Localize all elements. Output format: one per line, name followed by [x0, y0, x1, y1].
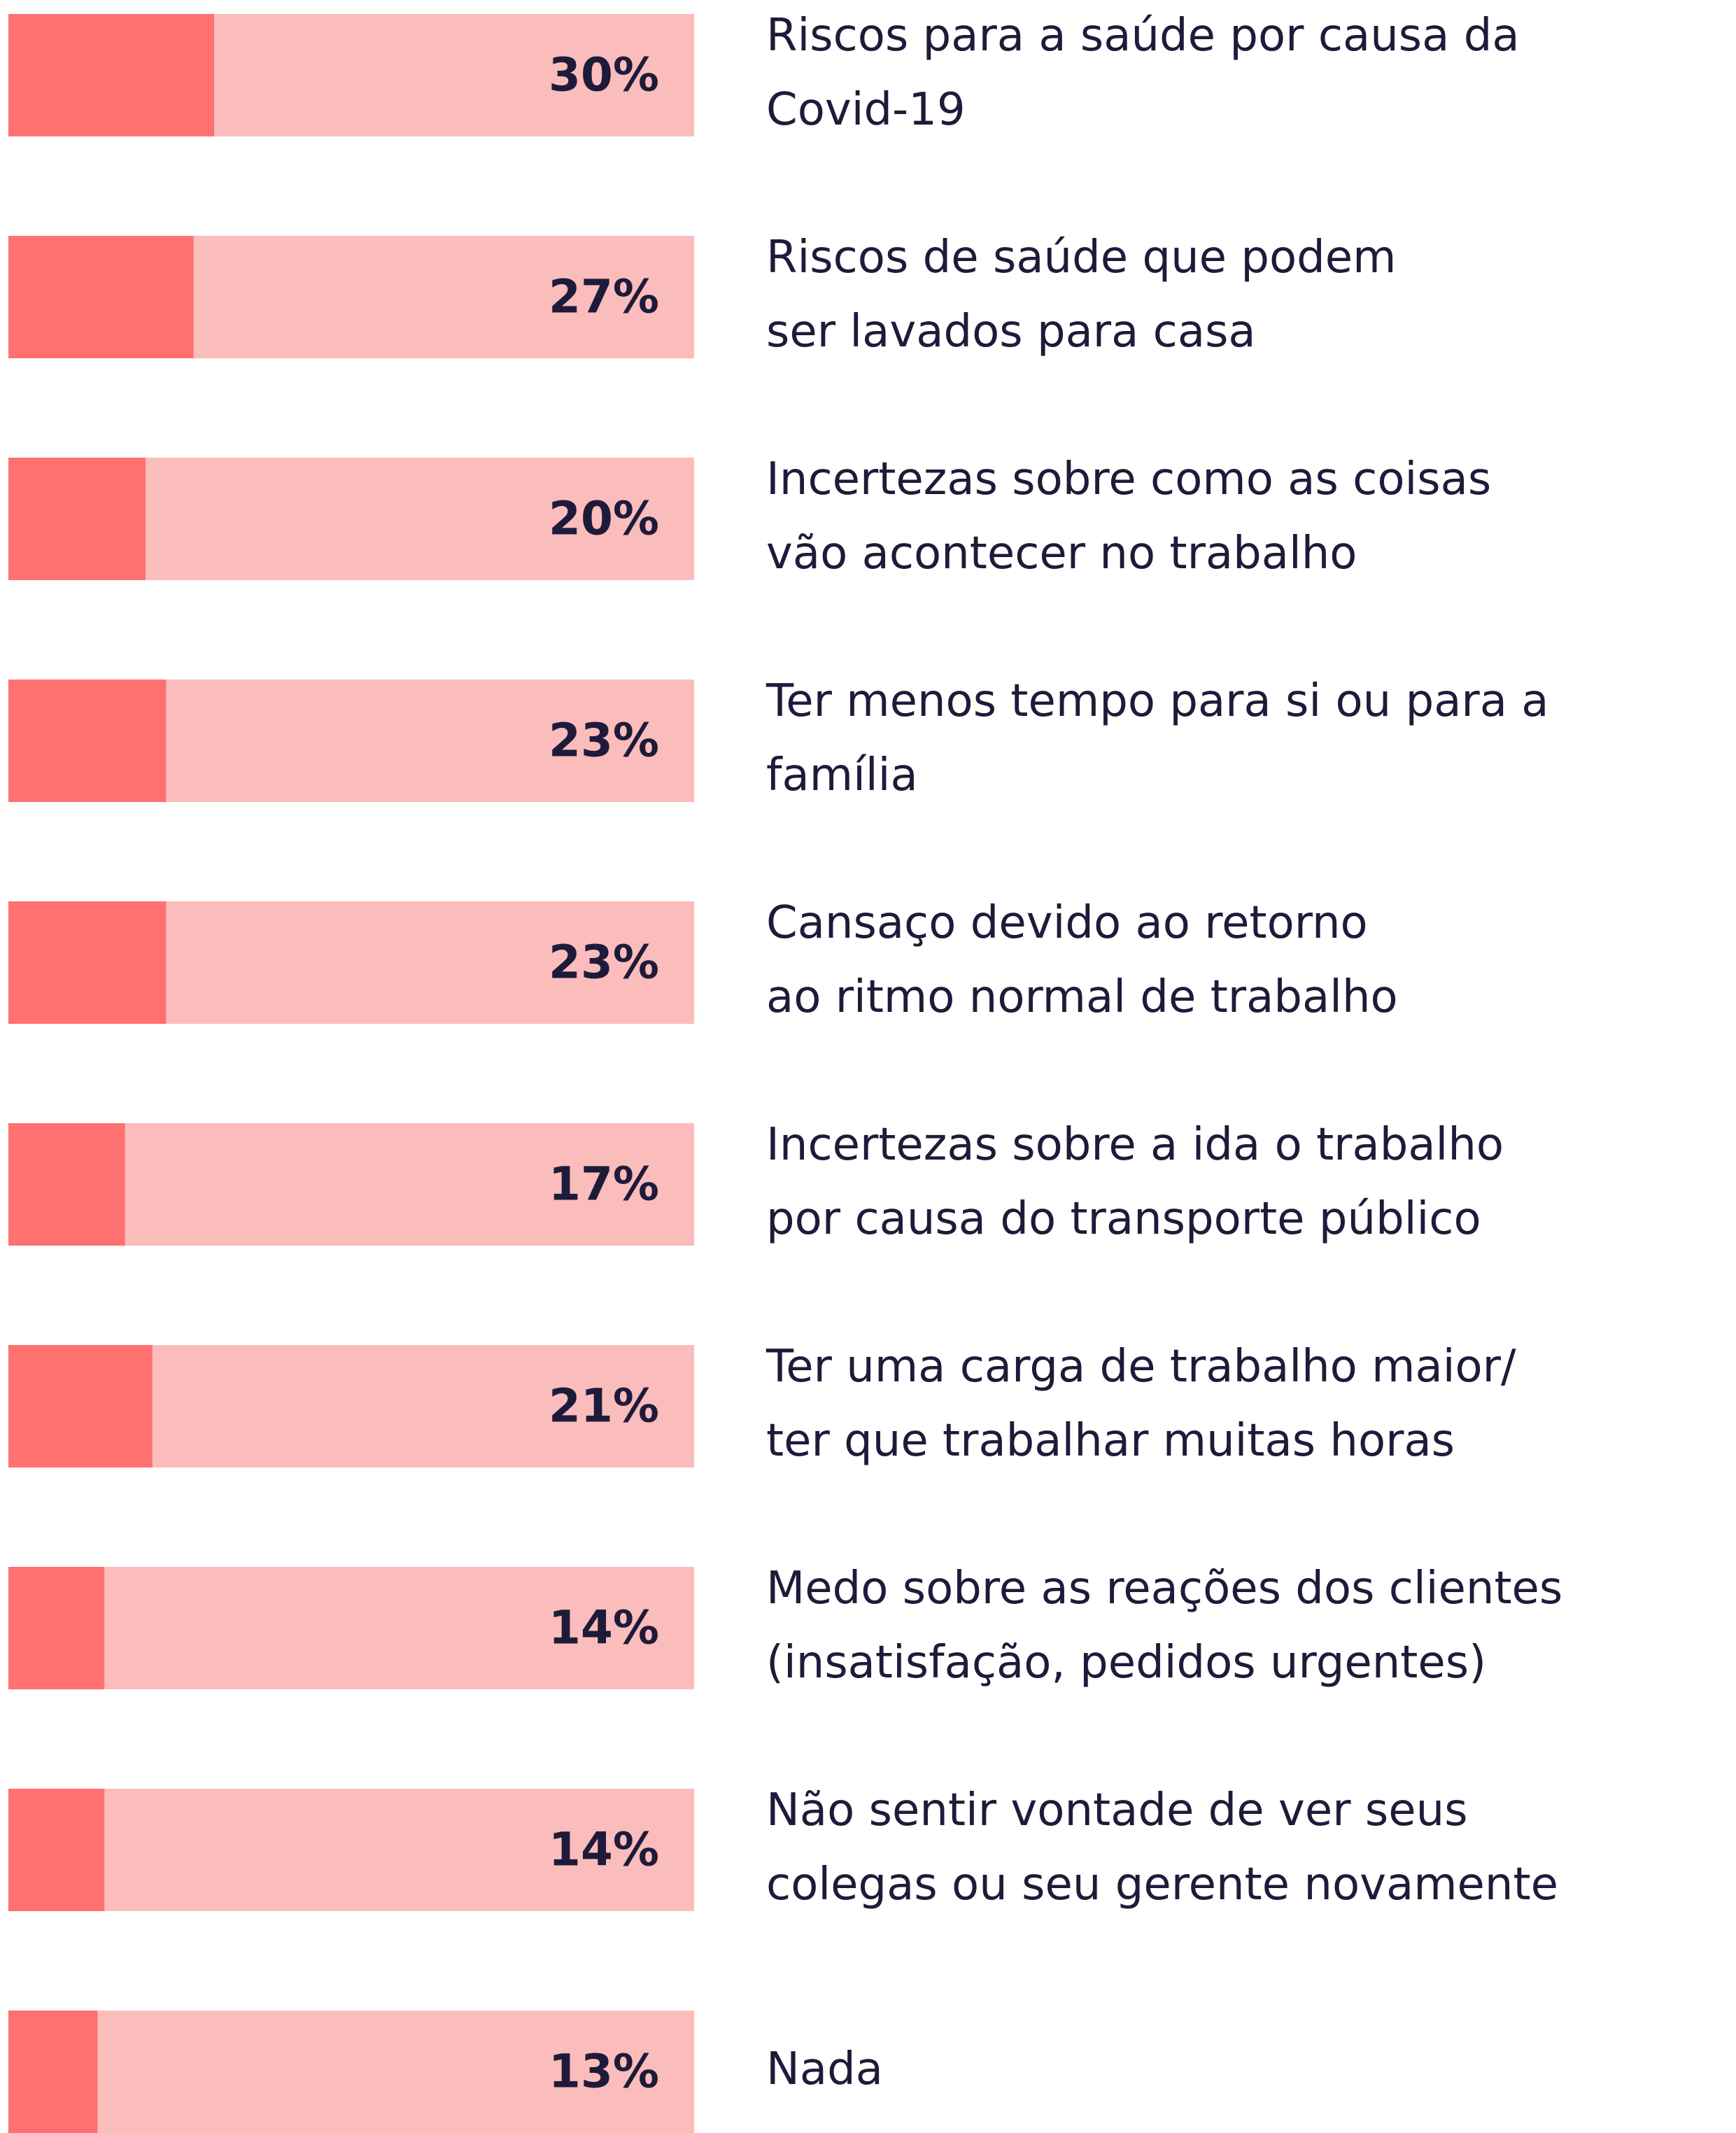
category-label: Incertezas sobre a ida o trabalho	[766, 1119, 1504, 1171]
category-label: Riscos de saúde que podem	[766, 232, 1396, 283]
category-label: Incertezas sobre como as coisas	[766, 453, 1491, 505]
value-label: 13%	[549, 2045, 659, 2099]
bar	[8, 680, 167, 802]
category-label: vão acontecer no trabalho	[766, 528, 1357, 579]
value-label: 17%	[549, 1157, 659, 1211]
category-label: ter que trabalhar muitas horas	[766, 1415, 1455, 1467]
value-label: 14%	[549, 1823, 659, 1877]
bar-track	[8, 1567, 694, 1689]
bar	[8, 1123, 125, 1246]
category-label: ser lavados para casa	[766, 306, 1256, 358]
category-label: Não sentir vontade de ver seus	[766, 1784, 1468, 1836]
category-label: Ter menos tempo para si ou para a	[765, 675, 1549, 727]
bar	[8, 458, 146, 580]
value-label: 30%	[549, 48, 659, 102]
category-label: por causa do transporte público	[766, 1193, 1481, 1245]
category-label: Cansaço devido ao retorno	[766, 897, 1368, 949]
category-label: família	[766, 749, 918, 801]
value-label: 21%	[549, 1379, 659, 1433]
category-label: Nada	[766, 2043, 883, 2095]
category-label: colegas ou seu gerente novamente	[766, 1859, 1558, 1910]
value-label: 23%	[549, 936, 659, 990]
bar	[8, 2011, 98, 2133]
value-label: 20%	[549, 492, 659, 546]
bar	[8, 1567, 105, 1689]
category-label: Ter uma carga de trabalho maior/	[765, 1341, 1516, 1393]
bar-track	[8, 1789, 694, 1911]
bar	[8, 901, 167, 1024]
category-label: Riscos para a saúde por causa da	[766, 10, 1520, 62]
bar	[8, 1345, 153, 1467]
category-label: (insatisfação, pedidos urgentes)	[766, 1637, 1486, 1689]
value-label: 23%	[549, 714, 659, 768]
category-label: Covid-19	[766, 84, 966, 136]
category-label: ao ritmo normal de trabalho	[766, 971, 1398, 1023]
bar	[8, 14, 214, 136]
bar	[8, 1789, 105, 1911]
value-label: 27%	[549, 270, 659, 324]
category-label: Medo sobre as reações dos clientes	[766, 1563, 1562, 1614]
bar-track	[8, 2011, 694, 2133]
value-label: 14%	[549, 1601, 659, 1655]
bar	[8, 236, 194, 358]
